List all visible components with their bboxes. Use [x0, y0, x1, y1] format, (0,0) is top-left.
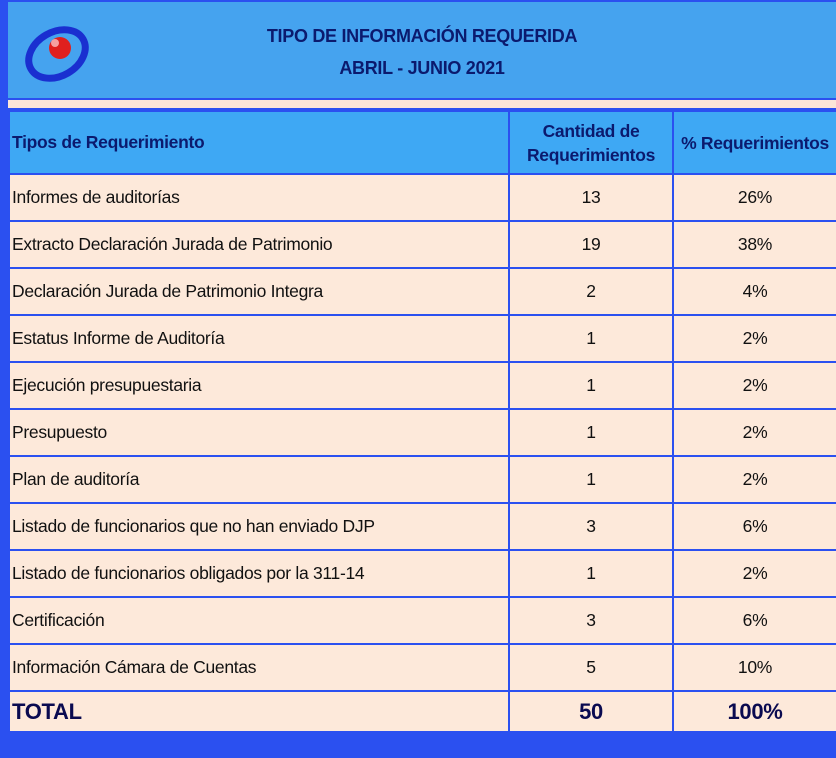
cell: 5 — [508, 643, 674, 692]
cell: 1 — [508, 361, 674, 410]
cell: Listado de funcionarios obligados por la… — [8, 549, 510, 598]
title: TIPO DE INFORMACIÓN REQUERIDA — [266, 26, 578, 46]
cell: Estatus Informe de Auditoría — [8, 314, 510, 363]
title-band: TIPO DE INFORMACIÓN REQUERIDA ABRIL - JU… — [8, 2, 836, 98]
cell: 38% — [672, 220, 836, 269]
cell: Listado de funcionarios que no han envia… — [8, 502, 510, 551]
cell: Certificación — [8, 596, 510, 645]
total-cell: 100% — [672, 690, 836, 733]
cell: 1 — [508, 455, 674, 504]
spacer — [8, 100, 836, 108]
cell: 2 — [508, 267, 674, 316]
data-row: Informes de auditorías 13 26% — [8, 173, 836, 222]
cell: 1 — [508, 549, 674, 598]
table: Tipos de Requerimiento Cantidad de Requer… — [8, 110, 836, 733]
cell: 1 — [508, 314, 674, 363]
data-row: Certificación 3 6% — [8, 596, 836, 645]
total-cell: 50 — [508, 690, 674, 733]
cell: 10% — [672, 643, 836, 692]
cell: 26% — [672, 173, 836, 222]
data-row: Extracto Declaración Jurada de Patrimoni… — [8, 220, 836, 269]
data-row: Plan de auditoría 1 2% — [8, 455, 836, 504]
logo — [25, 26, 89, 82]
header-row: Tipos de Requerimiento Cantidad de Requer… — [8, 110, 836, 175]
cell: 13 — [508, 173, 674, 222]
cell: 2% — [672, 408, 836, 457]
column-header: Cantidad de Requerimientos — [508, 110, 674, 175]
data-row: Presupuesto 1 2% — [8, 408, 836, 457]
cell: 2% — [672, 549, 836, 598]
cell: Presupuesto — [8, 408, 510, 457]
cell: Informes de auditorías — [8, 173, 510, 222]
total-row: TOTAL 50 100% — [8, 690, 836, 733]
cell: 2% — [672, 455, 836, 504]
data-row: Declaración Jurada de Patrimonio Integra… — [8, 267, 836, 316]
cell: Declaración Jurada de Patrimonio Integra — [8, 267, 510, 316]
column-header: % Requerimientos — [672, 110, 836, 175]
data-row: Estatus Informe de Auditoría 1 2% — [8, 314, 836, 363]
data-row: Ejecución presupuestaria 1 2% — [8, 361, 836, 410]
data-row: Listado de funcionarios obligados por la… — [8, 549, 836, 598]
cell: 6% — [672, 502, 836, 551]
cell: 2% — [672, 314, 836, 363]
cell: Información Cámara de Cuentas — [8, 643, 510, 692]
column-header: Tipos de Requerimiento — [8, 110, 510, 175]
data-row: Listado de funcionarios que no han envia… — [8, 502, 836, 551]
data-row: Información Cámara de Cuentas 5 10% — [8, 643, 836, 692]
cell: 4% — [672, 267, 836, 316]
cell: 2% — [672, 361, 836, 410]
cell: 3 — [508, 502, 674, 551]
cell: Plan de auditoría — [8, 455, 510, 504]
cell: 3 — [508, 596, 674, 645]
subtitle: ABRIL - JUNIO 2021 — [339, 58, 505, 78]
total-cell: TOTAL — [8, 690, 510, 733]
cell: Extracto Declaración Jurada de Patrimoni… — [8, 220, 510, 269]
cell: 6% — [672, 596, 836, 645]
cell: Ejecución presupuestaria — [8, 361, 510, 410]
cell: 19 — [508, 220, 674, 269]
cell: 1 — [508, 408, 674, 457]
